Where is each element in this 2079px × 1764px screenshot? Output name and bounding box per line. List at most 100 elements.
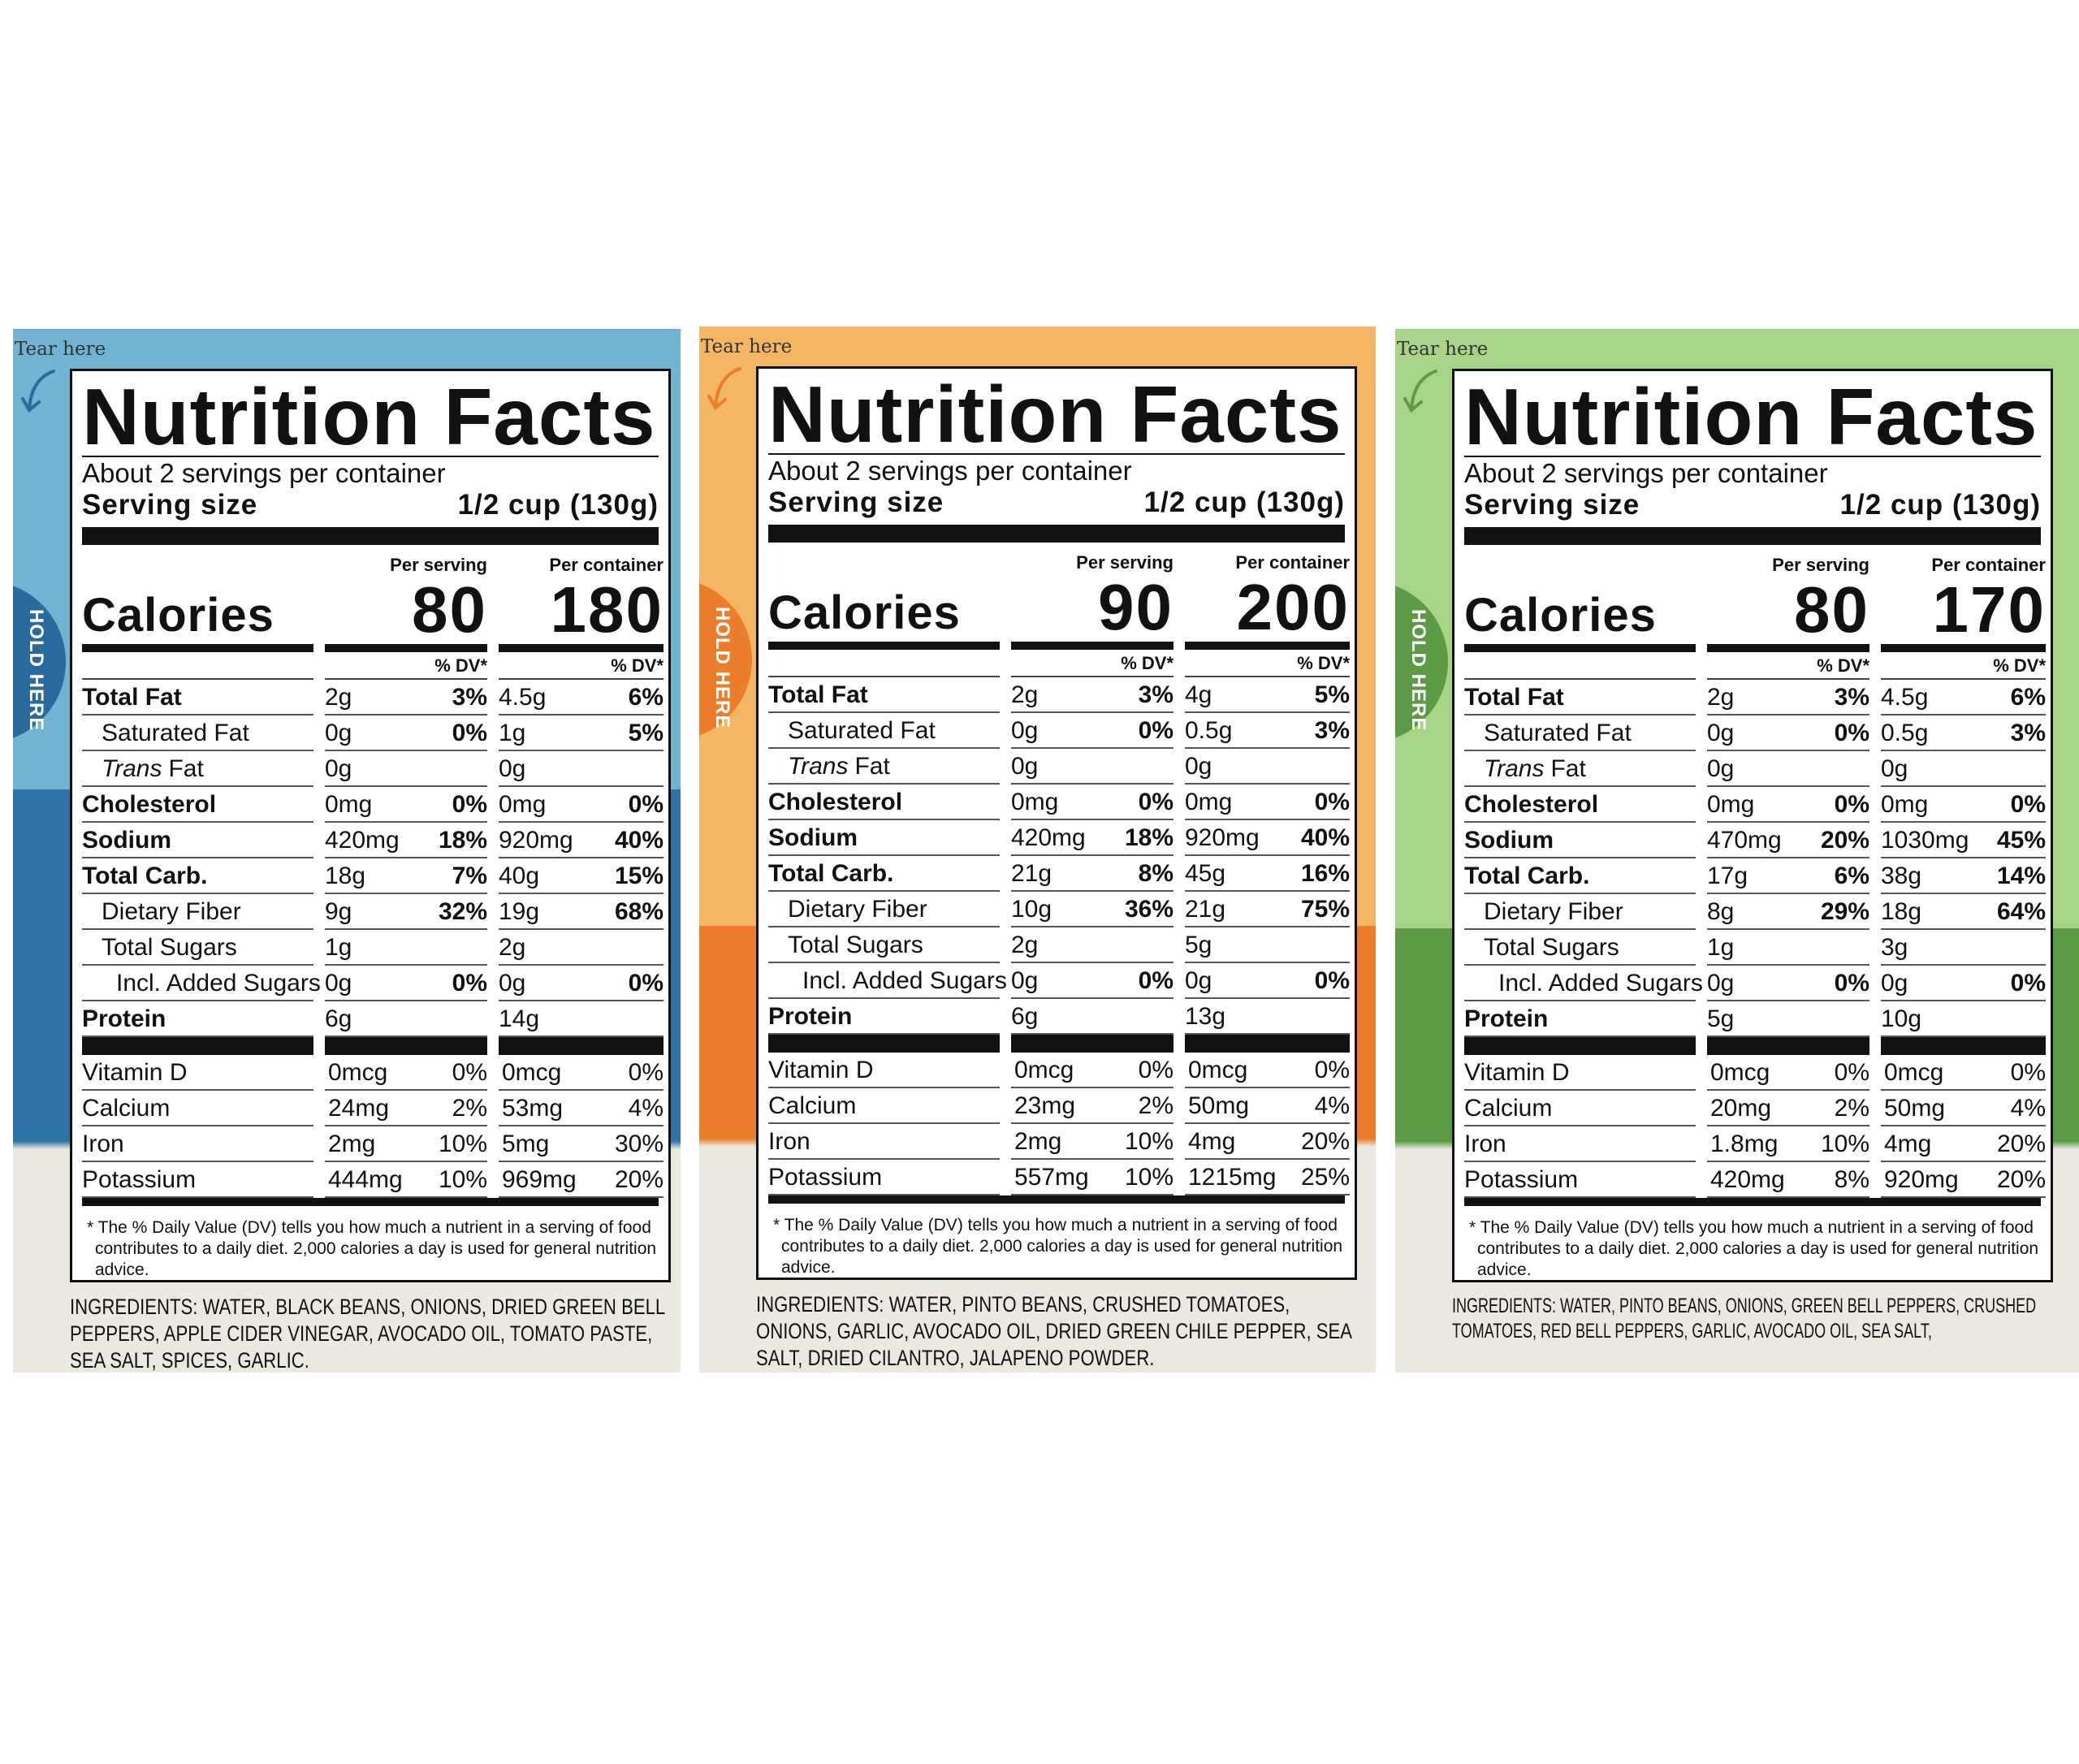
nutrient-name-text: Iron (1464, 1131, 1506, 1157)
daily-value: 3% (1314, 717, 1350, 744)
amount: 4mg (1188, 1128, 1236, 1155)
amount: 19g (499, 898, 540, 925)
container-cell: 0mg 0% (499, 787, 663, 823)
bar (1464, 1037, 1696, 1055)
amount: 45g (1185, 860, 1226, 887)
amount: 0mg (499, 791, 547, 818)
nutrient-name-text: Sodium (768, 824, 858, 851)
calories-header: Calories Per serving 80 Per container 170 (1464, 553, 2046, 644)
amount: 5mg (502, 1131, 550, 1157)
daily-value: 0% (452, 970, 487, 997)
nutrient-name: Vitamin D (1464, 1055, 1696, 1091)
container-calories-cell: Per container 170 (1881, 553, 2046, 644)
nutrient-row: Potassium 557mg 10% 1215mg 25% (768, 1160, 1350, 1195)
daily-value: 10% (438, 1166, 487, 1193)
serving-cell: 0g (1707, 751, 1869, 787)
nutrient-name: Dietary Fiber (82, 894, 313, 930)
nutrient-row: Total Carb. 17g 6% 38g 14% (1464, 858, 2046, 894)
amount: 3g (1881, 934, 1908, 961)
nutrient-name: Potassium (1464, 1162, 1696, 1198)
daily-value: 64% (1996, 898, 2046, 925)
daily-value: 2% (1138, 1092, 1173, 1119)
nutrient-name-text: Protein (768, 1003, 853, 1030)
serving-cell: 0g 0% (1011, 713, 1173, 749)
amount: 17g (1707, 863, 1748, 889)
container-cell: 50mg 4% (1881, 1091, 2046, 1126)
container-cell: 0.5g 3% (1881, 716, 2046, 751)
amount: 0mg (1185, 789, 1233, 815)
daily-value: 3% (2010, 720, 2046, 746)
amount: 5g (1185, 932, 1212, 958)
nutrient-row: Protein 6g 13g (768, 999, 1350, 1035)
daily-value: 5% (1314, 681, 1350, 708)
hold-here: HOLD HERE (1407, 609, 1429, 732)
nutrient-name: Vitamin D (82, 1055, 313, 1091)
bar (1011, 1035, 1173, 1053)
amount: 0g (1707, 970, 1735, 997)
nutrient-row: Incl. Added Sugars 0g 0% 0g 0% (768, 963, 1350, 999)
amount: 0g (1011, 753, 1039, 780)
serving-cell: 10g 36% (1011, 892, 1173, 927)
nutrient-name: Iron (82, 1126, 313, 1162)
nutrient-name-text: Potassium (82, 1166, 197, 1193)
container-cell: 19g 68% (499, 894, 663, 930)
nutrient-row: Cholesterol 0mg 0% 0mg 0% (82, 787, 663, 823)
nutrient-name-text: Protein (82, 1005, 166, 1032)
tear-here: Tear here (701, 336, 793, 357)
hold-here: HOLD HERE (711, 607, 733, 729)
serving-cell: 1.8mg 10% (1707, 1126, 1869, 1162)
nutrient-name-text: Vitamin D (1464, 1059, 1570, 1086)
bar (82, 644, 313, 652)
nutrient-name: Trans Fat (768, 749, 1000, 785)
nutrient-name-text: Dietary Fiber (1484, 898, 1623, 925)
serving-cell: 17g 6% (1707, 858, 1869, 894)
calories-serving: 80 (412, 573, 487, 646)
nutrient-row: Saturated Fat 0g 0% 0.5g 3% (1464, 716, 2046, 751)
daily-value: 0% (1138, 967, 1173, 994)
nutrient-name: Total Carb. (1464, 858, 1696, 894)
section-bar (1464, 1037, 2046, 1055)
bar (1881, 1037, 2046, 1055)
nutrient-name-text: Incl. Added Sugars (802, 967, 1007, 994)
nutrient-name: Calcium (82, 1091, 313, 1126)
nutrient-name: Potassium (768, 1160, 1000, 1195)
nutrition-facts-box: Nutrition Facts About 2 servings per cont… (756, 366, 1357, 1280)
serving-cell: 21g 8% (1011, 856, 1173, 892)
label-panel: HOLD HERE Tear here Nutrition Facts About 2… (699, 326, 1376, 1373)
serving-cell: 6g (1011, 999, 1173, 1035)
daily-value: 0% (1834, 720, 1869, 746)
nutrient-name-text: Potassium (768, 1164, 883, 1191)
daily-value: 0% (1138, 1057, 1173, 1083)
nutrient-row: Vitamin D 0mcg 0% 0mcg 0% (1464, 1055, 2046, 1091)
servings: About 2 servings per container (1464, 458, 1828, 488)
bar (325, 644, 487, 652)
amount: 0mcg (502, 1059, 562, 1086)
nutrient-row: Vitamin D 0mcg 0% 0mcg 0% (768, 1053, 1350, 1088)
nutrient-name-italic: Trans (788, 753, 849, 780)
serving-cell: 2g (1011, 927, 1173, 963)
amount: 1g (499, 720, 526, 746)
dv-header: % DV* % DV* (1464, 652, 2046, 680)
container-cell: 0mcg 0% (499, 1055, 663, 1091)
serving-cell: 0g 0% (1011, 963, 1173, 999)
serving-cell: 0mcg 0% (1707, 1055, 1869, 1091)
container-cell: 18g 64% (1881, 894, 2046, 930)
container-cell: 5mg 30% (499, 1126, 663, 1162)
daily-value: 6% (2010, 684, 2046, 711)
nutrient-row: Saturated Fat 0g 0% 0.5g 3% (768, 713, 1350, 749)
tear-arrow (707, 367, 741, 411)
daily-value: 0% (1834, 970, 1869, 997)
amount: 920mg (1884, 1166, 1959, 1193)
nutrient-name: Sodium (768, 820, 1000, 856)
serving-cell: 9g 32% (325, 894, 487, 930)
medium-bar (82, 644, 663, 652)
amount: 0mcg (1188, 1057, 1248, 1083)
nutrient-name-text: Fat (168, 755, 204, 782)
container-cell: 0g (1185, 749, 1350, 785)
footnote: * The % Daily Value (DV) tells you how m… (87, 1218, 657, 1279)
container-cell: 45g 16% (1185, 856, 1350, 892)
per-serving: Per serving (1076, 552, 1173, 573)
daily-value: 0% (1138, 717, 1173, 744)
amount: 1g (1707, 934, 1735, 961)
nutrient-name: Iron (768, 1124, 1000, 1160)
